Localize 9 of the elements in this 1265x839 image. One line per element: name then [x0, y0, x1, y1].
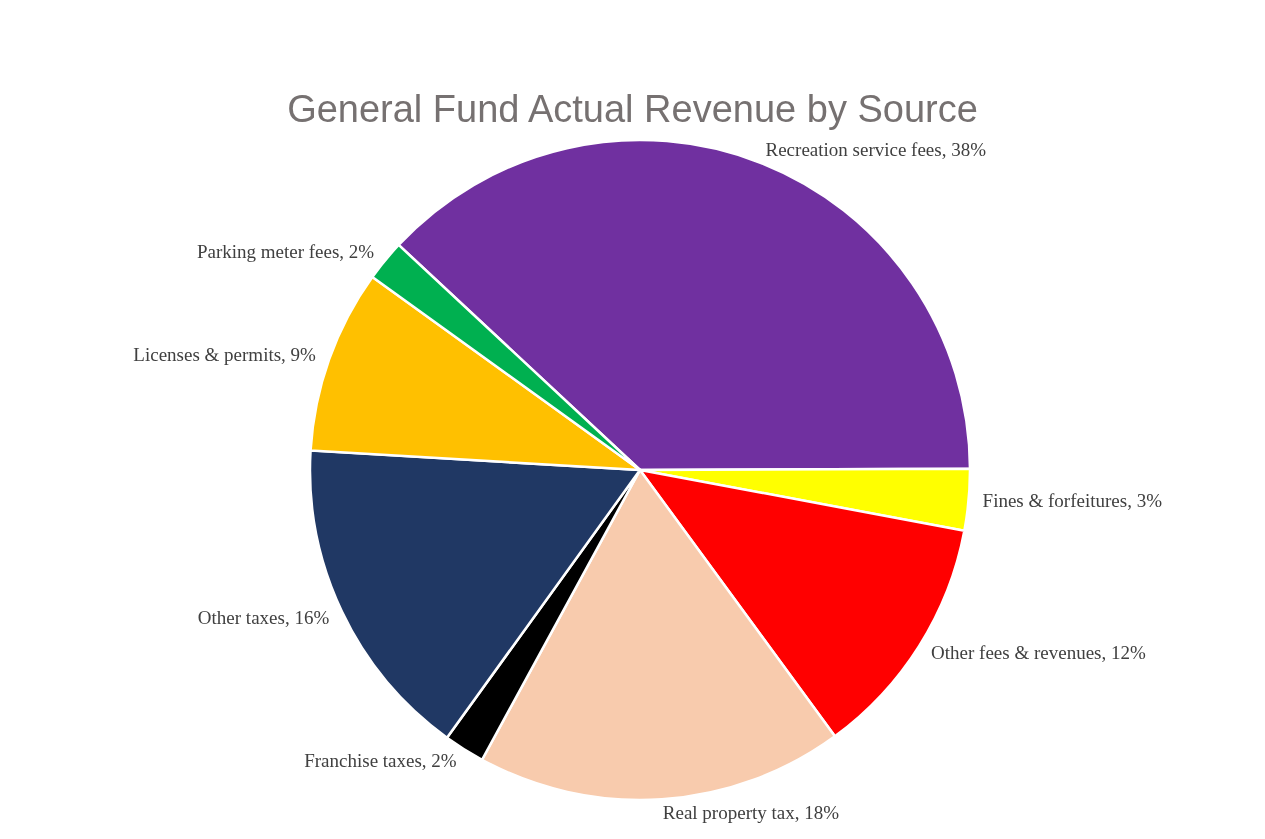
chart-title: General Fund Actual Revenue by Source — [287, 88, 978, 130]
slice-label: Fines & forfeitures, 3% — [982, 490, 1163, 512]
slice-label: Real property tax, 18% — [662, 802, 840, 824]
slice-label: Licenses & permits, 9% — [133, 343, 317, 365]
slice-label: Parking meter fees, 2% — [196, 240, 375, 262]
slice-label: Recreation service fees, 38% — [765, 138, 987, 160]
slice-label: Other taxes, 16% — [197, 606, 330, 628]
slice-label: Other fees & revenues, 12% — [931, 642, 1146, 664]
slice-label: Franchise taxes, 2% — [304, 750, 457, 772]
